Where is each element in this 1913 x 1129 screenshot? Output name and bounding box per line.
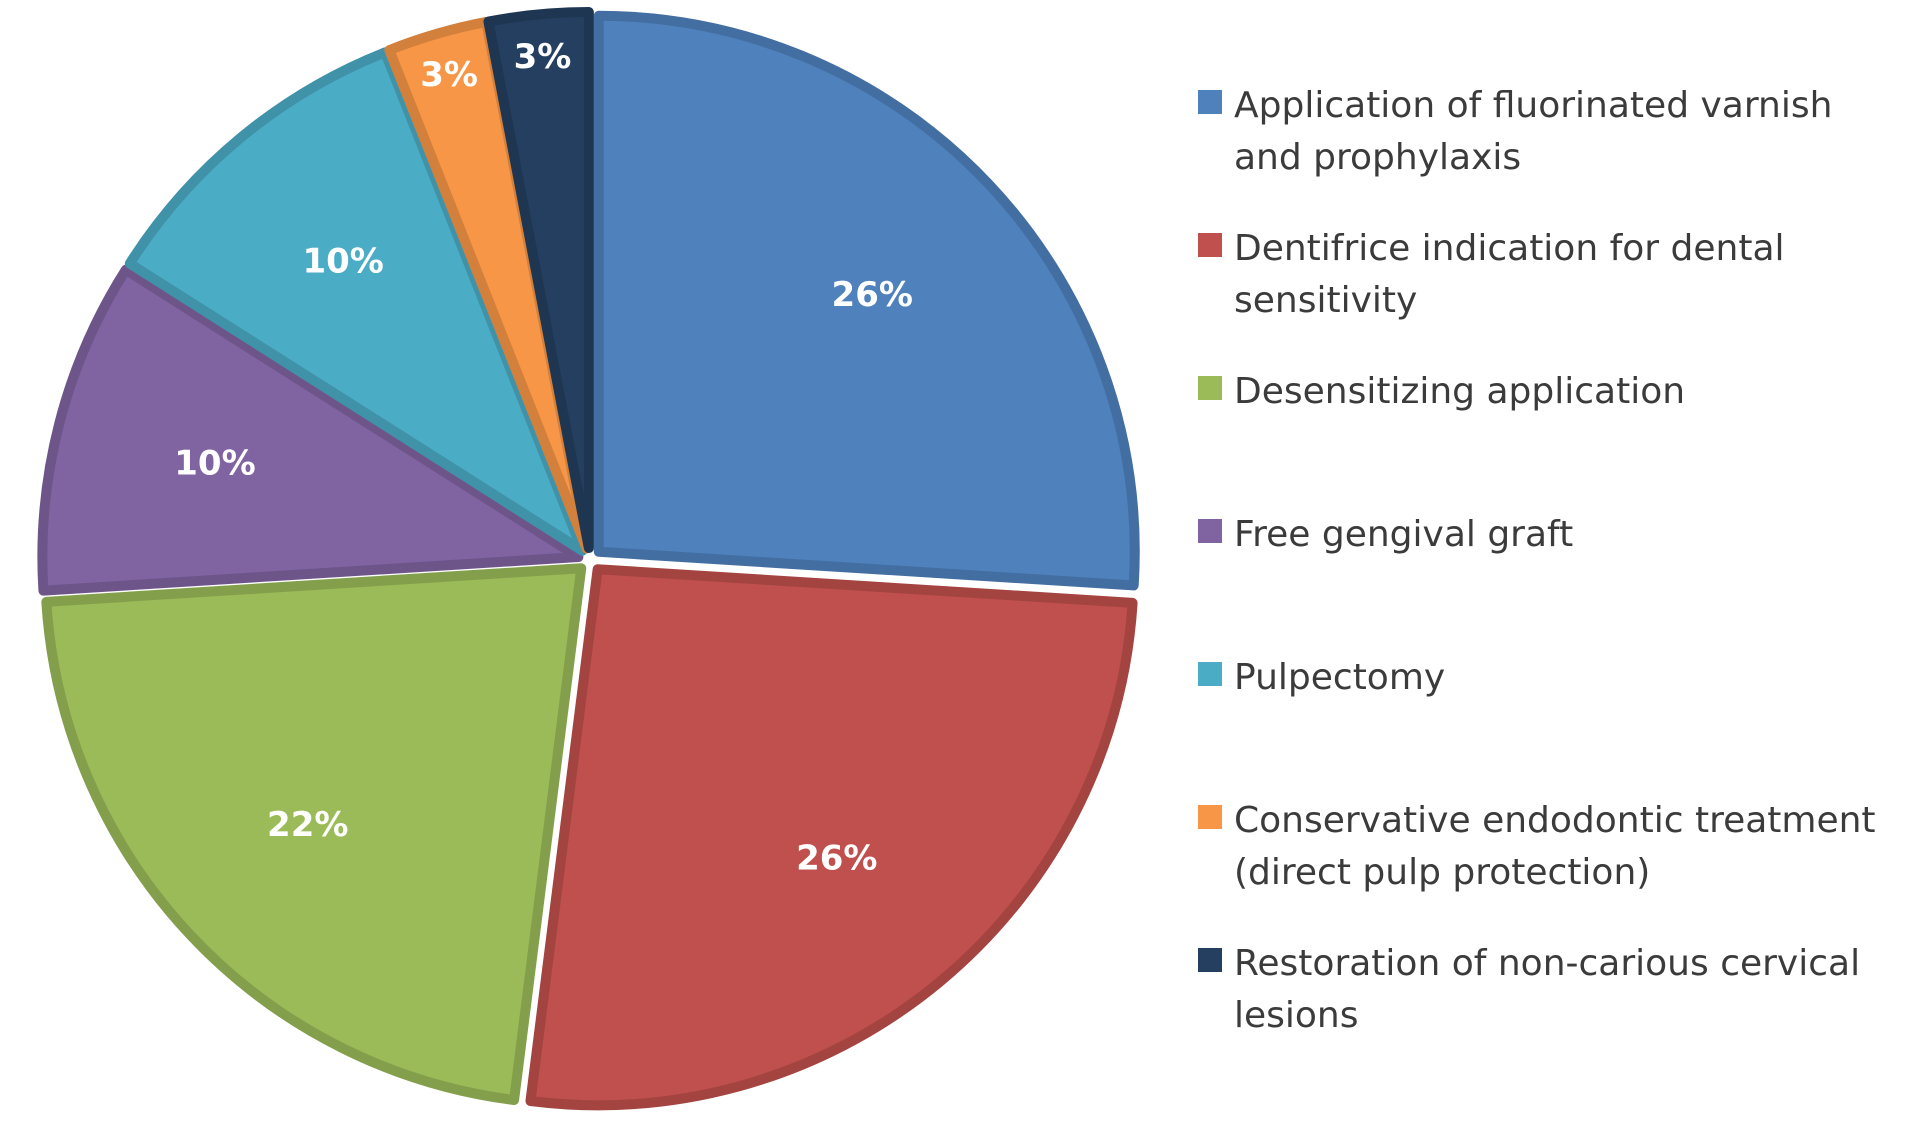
pie-label-4: 10%	[174, 444, 255, 484]
legend-swatch	[1198, 233, 1222, 257]
legend-label: Free gengival graft	[1234, 514, 1574, 555]
legend-item: Pulpectomy	[1198, 652, 1898, 795]
pie-slice-5	[124, 47, 588, 556]
pie-label-7: 3%	[514, 37, 572, 77]
legend-item: Free gengival graft	[1198, 509, 1898, 652]
legend-swatch	[1198, 90, 1222, 114]
legend-swatch	[1198, 805, 1222, 829]
legend-label: Conservative endodontic treatment (direc…	[1234, 800, 1876, 893]
legend-item: Desensitizing application	[1198, 366, 1898, 509]
pie-slices	[37, 7, 1140, 1111]
legend-label: Application of fluorinated varnish and p…	[1234, 85, 1833, 178]
legend-swatch	[1198, 662, 1222, 686]
pie-label-6: 3%	[420, 55, 478, 95]
pie-label-3: 22%	[267, 805, 348, 845]
pie-slice-1	[593, 10, 1140, 591]
pie-label-5: 10%	[302, 242, 383, 282]
pie-slice-2	[525, 564, 1138, 1111]
legend-label: Desensitizing application	[1234, 371, 1686, 412]
legend-item: Application of fluorinated varnish and p…	[1198, 80, 1898, 223]
legend-swatch	[1198, 519, 1222, 543]
pie-slice-7	[483, 7, 594, 554]
legend-label: Restoration of non-carious cervical lesi…	[1234, 943, 1861, 1036]
pie-data-labels: 26% 26% 22% 10% 10% 3% 3%	[174, 37, 913, 878]
legend: Application of fluorinated varnish and p…	[1198, 80, 1898, 1081]
legend-item: Dentifrice indication for dental sensiti…	[1198, 223, 1898, 366]
pie-slice-3	[41, 563, 587, 1105]
legend-label: Pulpectomy	[1234, 657, 1446, 698]
legend-item: Restoration of non-carious cervical lesi…	[1198, 938, 1898, 1081]
legend-swatch	[1198, 948, 1222, 972]
legend-item: Conservative endodontic treatment (direc…	[1198, 795, 1898, 938]
pie-label-2: 26%	[796, 838, 877, 878]
pie-label-1: 26%	[832, 275, 913, 315]
legend-swatch	[1198, 376, 1222, 400]
legend-label: Dentifrice indication for dental sensiti…	[1234, 228, 1785, 321]
pie-slice-4	[37, 264, 584, 596]
